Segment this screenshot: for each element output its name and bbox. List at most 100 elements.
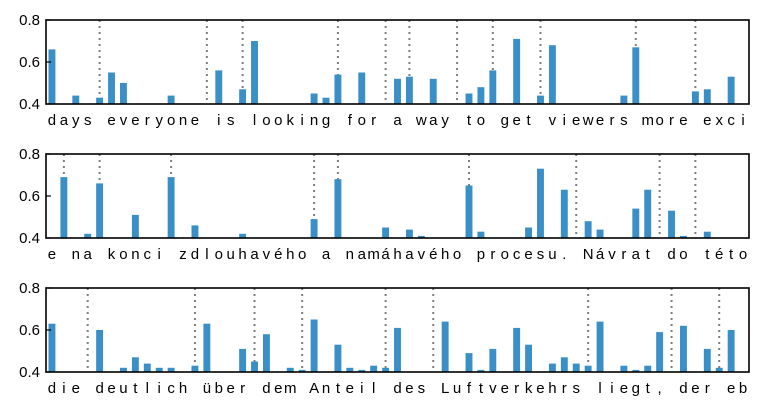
bar xyxy=(382,227,390,238)
character-label: u xyxy=(548,246,556,263)
character-label: l xyxy=(253,112,256,129)
character-label: w xyxy=(582,112,594,129)
character-label: v xyxy=(608,246,616,263)
character-label: o xyxy=(358,112,366,129)
bar xyxy=(656,332,664,372)
character-label: v xyxy=(549,112,557,129)
bar xyxy=(334,74,342,104)
plot-frame xyxy=(45,153,750,239)
character-label: e xyxy=(107,112,115,129)
character-label: r xyxy=(621,246,626,263)
bar xyxy=(167,95,175,104)
bar xyxy=(310,319,318,372)
bar xyxy=(680,235,687,238)
bar xyxy=(417,235,425,238)
bar xyxy=(203,323,211,372)
character-label: i xyxy=(360,380,363,397)
character-label: t xyxy=(479,380,484,397)
character-label: A xyxy=(309,380,319,397)
character-label: e xyxy=(227,380,235,397)
bar xyxy=(680,325,687,372)
bar xyxy=(215,70,223,104)
character-label: o xyxy=(453,246,461,263)
bar xyxy=(298,369,306,372)
character-label: e xyxy=(107,380,115,397)
character-label: s xyxy=(572,380,580,397)
bar xyxy=(84,233,92,238)
bar xyxy=(108,72,115,104)
character-label: t xyxy=(467,112,472,129)
character-label: e xyxy=(405,380,413,397)
character-label: e xyxy=(274,380,282,397)
bar xyxy=(584,221,592,238)
bar xyxy=(632,208,640,238)
bar xyxy=(48,49,56,104)
character-label: e xyxy=(48,246,56,263)
character-label: s xyxy=(620,112,628,129)
character-label: r xyxy=(371,112,376,129)
character-label: o xyxy=(215,246,223,263)
character-label: a xyxy=(358,246,367,263)
bar xyxy=(155,367,163,372)
character-label: v xyxy=(489,380,497,397)
character-label: e xyxy=(596,112,604,129)
y-tick-label: 0.8 xyxy=(19,12,40,29)
character-label: k xyxy=(525,380,533,397)
character-label: n xyxy=(310,112,318,129)
character-label: l xyxy=(146,380,149,397)
character-label: e xyxy=(131,112,139,129)
character-label: l xyxy=(598,380,601,397)
character-label: t xyxy=(729,246,734,263)
bar xyxy=(703,231,711,238)
character-label: d xyxy=(679,380,687,397)
bar xyxy=(48,323,56,372)
character-label: é xyxy=(274,246,282,263)
character-label: a xyxy=(632,246,641,263)
character-label: k xyxy=(287,112,295,129)
character-label: c xyxy=(167,380,175,397)
character-label: i xyxy=(741,112,744,129)
character-label: d xyxy=(262,380,270,397)
character-label: g xyxy=(501,112,509,129)
bar xyxy=(131,214,139,238)
bar xyxy=(465,353,473,372)
bar xyxy=(405,229,413,238)
bar xyxy=(167,177,175,238)
character-label: e xyxy=(191,112,199,129)
character-label: i xyxy=(610,380,613,397)
character-label: o xyxy=(655,112,663,129)
character-label: r xyxy=(705,380,710,397)
character-label: a xyxy=(393,112,402,129)
character-label: y xyxy=(441,112,449,129)
bar xyxy=(537,95,544,104)
character-label: k xyxy=(108,246,116,263)
character-label: r xyxy=(514,380,519,397)
bar xyxy=(119,367,127,372)
character-label: v xyxy=(418,246,426,263)
bar xyxy=(560,189,568,238)
bar xyxy=(548,45,556,104)
bar xyxy=(191,225,199,238)
bar xyxy=(715,367,723,372)
bar xyxy=(239,348,247,372)
character-label: o xyxy=(679,246,687,263)
bar xyxy=(370,365,378,372)
character-label: e xyxy=(501,380,509,397)
character-label: a xyxy=(84,246,93,263)
character-label: i xyxy=(563,112,566,129)
bar xyxy=(441,321,449,372)
character-label: o xyxy=(262,112,270,129)
character-label: l xyxy=(372,380,375,397)
character-label: o xyxy=(477,112,485,129)
panel-2: 0.40.60.8e n a k o n c i z d l o u h a v é h o a n a m á h a v é h o p… xyxy=(19,146,750,263)
character-label: é xyxy=(429,246,437,263)
y-tick-label: 0.4 xyxy=(19,96,40,113)
bar xyxy=(596,321,604,372)
bar xyxy=(465,93,473,104)
character-label: o xyxy=(298,246,306,263)
character-label: n xyxy=(179,112,187,129)
character-label: t xyxy=(646,246,651,263)
y-tick-label: 0.6 xyxy=(19,322,40,339)
